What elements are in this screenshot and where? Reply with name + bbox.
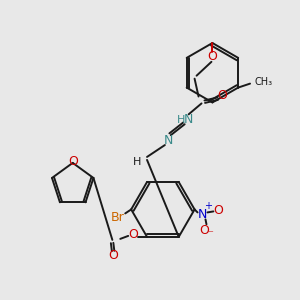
Text: CH₃: CH₃	[254, 76, 272, 87]
Text: Br: Br	[110, 211, 124, 224]
Text: O: O	[128, 228, 138, 242]
Text: +: +	[205, 202, 212, 212]
Text: H: H	[133, 157, 141, 167]
Text: O: O	[213, 204, 223, 217]
Text: N: N	[184, 113, 193, 126]
Text: O: O	[200, 224, 209, 237]
Text: N: N	[164, 134, 173, 147]
Text: H: H	[176, 115, 185, 125]
Text: O: O	[108, 249, 118, 262]
Text: O: O	[208, 50, 218, 63]
Text: O: O	[68, 155, 78, 168]
Text: N: N	[198, 208, 207, 221]
Text: O: O	[218, 89, 227, 102]
Text: ⁻: ⁻	[208, 229, 213, 239]
